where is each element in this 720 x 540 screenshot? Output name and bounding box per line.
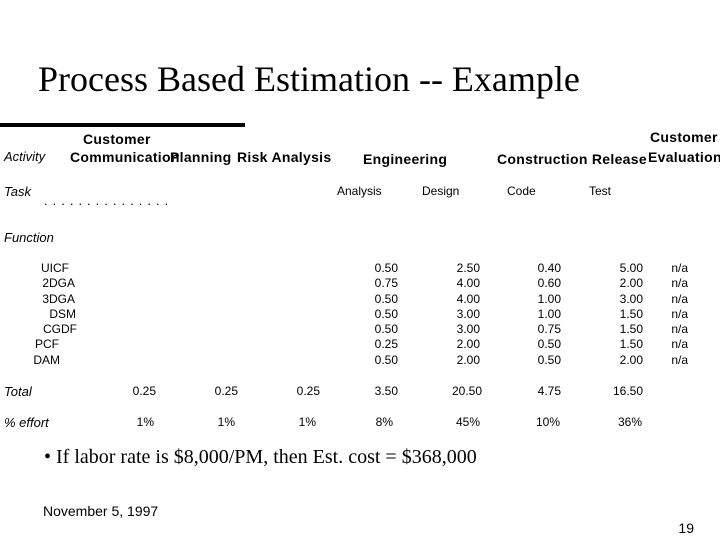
evaluation-column: n/a n/a n/a n/a n/a n/a n/a bbox=[660, 261, 688, 368]
total-code: 4.75 bbox=[537, 384, 561, 398]
function-label: Function bbox=[4, 230, 54, 245]
header-engineering: Engineering bbox=[363, 151, 448, 167]
total-test: 16.50 bbox=[612, 384, 643, 398]
test-cell: 1.50 bbox=[619, 322, 643, 337]
header-planning: Planning bbox=[170, 149, 232, 165]
code-cell: 1.00 bbox=[537, 306, 561, 321]
evaluation-cell: n/a bbox=[671, 322, 688, 337]
design-column: 2.50 4.00 4.00 3.00 3.00 2.00 2.00 bbox=[430, 261, 480, 368]
analysis-cell: 0.50 bbox=[374, 306, 398, 321]
slide-date: November 5, 1997 bbox=[43, 503, 159, 519]
function-name: UICF bbox=[41, 261, 69, 275]
effort-code: 10% bbox=[535, 415, 560, 429]
code-cell: 0.50 bbox=[537, 352, 561, 367]
header-customer-evaluation-line1: Customer bbox=[650, 129, 718, 145]
subheader-design: Design bbox=[422, 184, 460, 198]
total-label: Total bbox=[4, 384, 32, 399]
code-column: 0.40 0.60 1.00 1.00 0.75 0.50 0.50 bbox=[511, 261, 561, 368]
design-cell: 2.50 bbox=[456, 261, 480, 275]
header-customer-evaluation-line2: Evaluation bbox=[648, 149, 720, 165]
dotted-separator: ............... bbox=[44, 193, 174, 208]
test-cell: 1.50 bbox=[619, 306, 643, 321]
function-name: CGDF bbox=[43, 322, 77, 337]
function-name: 3DGA bbox=[42, 291, 75, 306]
analysis-column: 0.50 0.75 0.50 0.50 0.50 0.25 0.50 bbox=[348, 261, 398, 368]
analysis-cell: 0.50 bbox=[374, 352, 398, 367]
analysis-cell: 0.50 bbox=[374, 322, 398, 337]
code-cell: 0.50 bbox=[537, 337, 561, 352]
analysis-cell: 0.25 bbox=[374, 337, 398, 352]
code-cell: 0.40 bbox=[537, 261, 561, 275]
evaluation-cell: n/a bbox=[671, 276, 688, 291]
code-cell: 0.60 bbox=[537, 276, 561, 291]
evaluation-cell: n/a bbox=[671, 291, 688, 306]
bullet-marker: • bbox=[44, 446, 52, 468]
test-cell: 2.00 bbox=[619, 352, 643, 367]
function-names-column: UICF 2DGA 3DGA DSM CGDF PCF DAM bbox=[0, 261, 78, 368]
effort-test: 36% bbox=[617, 415, 642, 429]
analysis-cell: 0.50 bbox=[374, 261, 398, 275]
function-name: DSM bbox=[49, 306, 76, 321]
page-number: 19 bbox=[678, 520, 694, 536]
function-name: 2DGA bbox=[42, 276, 75, 291]
header-construction-release: Construction Release bbox=[497, 151, 647, 167]
subheader-code: Code bbox=[507, 184, 536, 198]
subheader-analysis: Analysis bbox=[337, 184, 382, 198]
evaluation-cell: n/a bbox=[671, 352, 688, 367]
bullet-note: • If labor rate is $8,000/PM, then Est. … bbox=[44, 446, 477, 469]
function-name: PCF bbox=[35, 337, 59, 352]
header-customer-communication-line2: Communication bbox=[70, 149, 180, 165]
effort-engineering-analysis: 8% bbox=[375, 415, 393, 429]
design-cell: 3.00 bbox=[456, 306, 480, 321]
effort-customer-communication: 1% bbox=[136, 415, 154, 429]
activity-label: Activity bbox=[4, 149, 46, 164]
analysis-cell: 0.75 bbox=[374, 276, 398, 291]
total-engineering-analysis: 3.50 bbox=[374, 384, 398, 398]
design-cell: 3.00 bbox=[456, 322, 480, 337]
task-label: Task bbox=[4, 184, 31, 199]
header-customer-communication-line1: Customer bbox=[83, 131, 151, 147]
slide-title: Process Based Estimation -- Example bbox=[38, 59, 580, 99]
test-cell: 3.00 bbox=[619, 291, 643, 306]
total-customer-communication: 0.25 bbox=[132, 384, 156, 398]
header-risk-analysis: Risk Analysis bbox=[237, 149, 332, 165]
evaluation-cell: n/a bbox=[671, 337, 688, 352]
evaluation-cell: n/a bbox=[671, 261, 688, 275]
design-cell: 4.00 bbox=[456, 276, 480, 291]
effort-risk-analysis: 1% bbox=[298, 415, 316, 429]
total-engineering-design: 20.50 bbox=[451, 384, 482, 398]
subheader-test: Test bbox=[589, 184, 612, 198]
test-cell: 2.00 bbox=[619, 276, 643, 291]
test-cell: 1.50 bbox=[619, 337, 643, 352]
total-planning: 0.25 bbox=[214, 384, 238, 398]
code-cell: 1.00 bbox=[537, 291, 561, 306]
total-risk-analysis: 0.25 bbox=[296, 384, 320, 398]
title-underline bbox=[0, 123, 245, 127]
design-cell: 2.00 bbox=[456, 352, 480, 367]
test-cell: 5.00 bbox=[619, 261, 643, 275]
effort-label: % effort bbox=[4, 415, 49, 430]
function-name: DAM bbox=[33, 352, 60, 367]
bullet-text: If labor rate is $8,000/PM, then Est. co… bbox=[56, 446, 477, 468]
test-column: 5.00 2.00 3.00 1.50 1.50 1.50 2.00 bbox=[593, 261, 643, 368]
evaluation-cell: n/a bbox=[671, 306, 688, 321]
effort-planning: 1% bbox=[217, 415, 235, 429]
design-cell: 4.00 bbox=[456, 291, 480, 306]
code-cell: 0.75 bbox=[537, 322, 561, 337]
design-cell: 2.00 bbox=[456, 337, 480, 352]
analysis-cell: 0.50 bbox=[374, 291, 398, 306]
effort-engineering-design: 45% bbox=[455, 415, 480, 429]
